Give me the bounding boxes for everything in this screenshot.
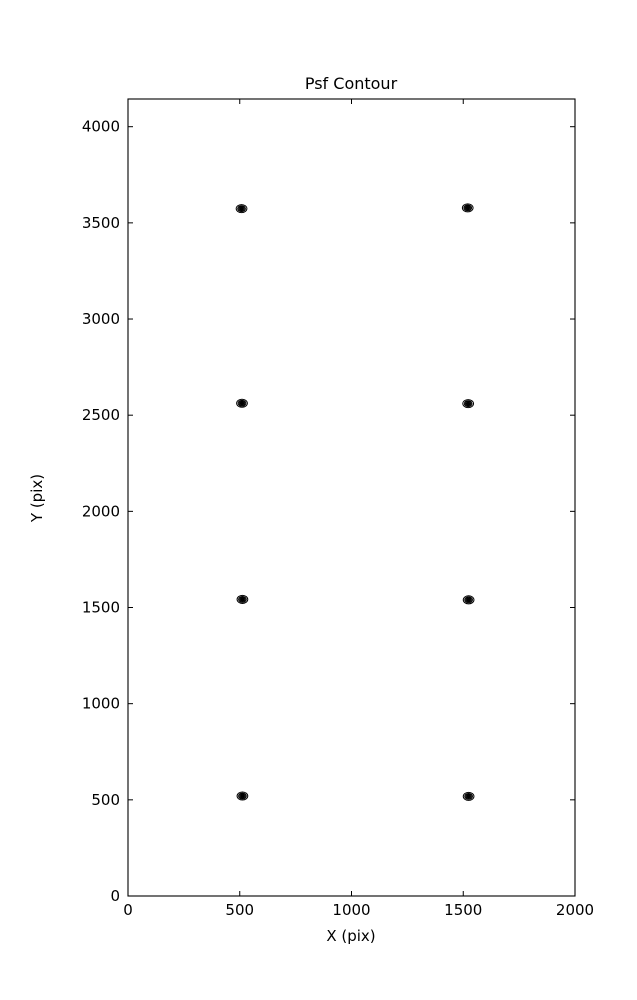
axis-tick-labels: 0 500 1000 1500 2000 0 500 1000 1500 2000 2500 3000… [82,118,594,919]
axis-ticks [127,99,576,897]
contour-ring [239,793,246,799]
x-tick-label: 1000 [332,901,370,919]
psf-contour-cluster [236,791,249,801]
contour-ring [463,400,473,408]
contour-ring [465,597,472,603]
contour-ring [235,204,248,214]
contour-ring [239,596,246,603]
contour-ring [237,399,247,407]
psf-contour-cluster [236,398,248,408]
y-tick-label: 500 [91,791,120,809]
y-tick-label: 3500 [82,214,120,232]
contour-ring [238,792,247,800]
contour-core [240,597,244,601]
x-tick-label: 0 [123,901,133,919]
x-tick-label: 500 [225,901,254,919]
psf-contour-cluster [462,595,475,605]
contour-core [240,207,244,211]
contour-ring [236,791,249,801]
contour-ring [236,398,248,408]
contour-ring [465,793,472,799]
x-tick-label: 1500 [444,901,482,919]
contour-ring [462,791,475,801]
y-tick-label: 1000 [82,695,120,713]
psf-contour-cluster [461,203,474,213]
y-tick-label: 0 [110,887,120,905]
contour-ring [464,792,473,800]
psf-contour-cluster [462,399,475,409]
contour-core [466,206,470,210]
psf-contour-cluster [235,204,248,214]
y-tick-label: 1500 [82,599,120,617]
psf-contour-cluster [236,594,249,604]
contour-ring [462,595,475,605]
contour-ring [236,594,249,604]
page-title: Psf Contour [305,74,398,93]
contour-core [240,401,244,405]
y-tick-label: 3000 [82,310,120,328]
contour-ring [462,399,475,409]
y-tick-label: 2000 [82,502,120,520]
contour-core [240,794,244,798]
contour-core [466,402,470,406]
y-tick-label: 2500 [82,406,120,424]
contour-ring [463,204,473,212]
contour-ring [464,205,472,211]
contour-core [467,794,471,798]
x-tick-label: 2000 [556,901,594,919]
contour-ring [464,596,473,604]
contour-clusters [235,203,475,801]
psf-contour-cluster [462,791,475,801]
contour-ring [238,206,245,212]
contour-core [467,598,471,602]
contour-ring [238,400,246,406]
y-axis-label: Y (pix) [28,474,46,523]
x-axis-label: X (pix) [326,927,375,945]
contour-ring [237,205,246,213]
contour-ring [238,596,247,603]
contour-ring [464,401,472,407]
contour-ring [461,203,474,213]
y-tick-label: 4000 [82,118,120,136]
